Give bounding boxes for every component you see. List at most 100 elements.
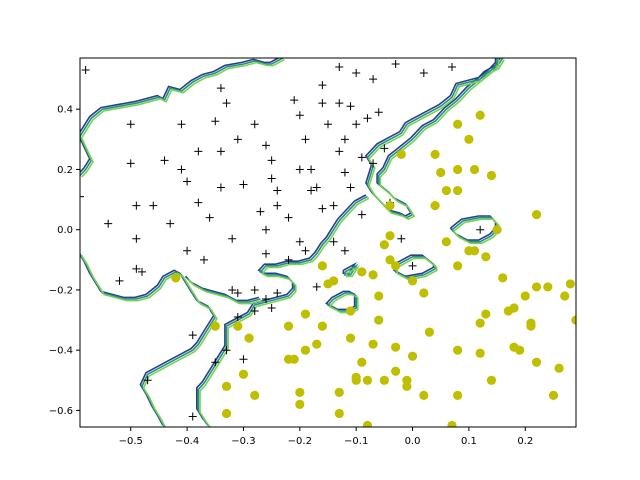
plus-point-66 [318, 99, 327, 108]
circle-point-76 [509, 303, 519, 313]
circle-point-56 [453, 345, 463, 355]
plus-point-74 [340, 168, 349, 177]
circle-point-90 [571, 315, 576, 325]
circle-point-36 [385, 255, 395, 265]
circle-point-78 [515, 345, 525, 355]
plus-point-25 [211, 117, 220, 126]
circle-point-72 [486, 170, 497, 181]
circle-point-14 [300, 345, 311, 355]
plus-point-51 [273, 288, 282, 297]
plus-point-53 [284, 255, 293, 264]
circle-point-55 [447, 420, 457, 427]
circle-point-41 [391, 366, 401, 376]
plus-point-20 [194, 198, 203, 207]
plus-point-76 [346, 183, 355, 192]
plus-point-64 [318, 204, 327, 213]
plus-point-72 [335, 147, 344, 156]
plus-point-2 [104, 219, 113, 228]
plus-point-11 [149, 201, 158, 210]
plus-point-71 [335, 63, 344, 72]
plus-point-88 [391, 60, 400, 69]
circle-point-2 [221, 381, 232, 391]
circle-point-64 [469, 246, 480, 256]
contour-line-6-light [345, 265, 361, 278]
circle-point-5 [238, 369, 249, 379]
circle-point-39 [391, 342, 401, 352]
plus-point-80 [357, 153, 366, 162]
circle-point-66 [475, 348, 485, 358]
plus-point-17 [183, 246, 192, 255]
plus-point-0 [80, 192, 84, 201]
plus-point-43 [262, 225, 270, 234]
circle-point-52 [436, 167, 446, 178]
circle-point-11 [295, 387, 305, 397]
plus-point-16 [183, 177, 192, 186]
circle-point-49 [424, 327, 435, 337]
plus-point-61 [307, 165, 316, 174]
circle-point-28 [362, 375, 373, 385]
circle-point-60 [453, 164, 463, 175]
plus-point-24 [211, 358, 220, 367]
circle-point-0 [171, 273, 181, 283]
plus-point-41 [256, 207, 265, 216]
circle-point-86 [548, 390, 559, 400]
circle-point-4 [233, 321, 243, 331]
circle-point-25 [351, 372, 361, 382]
plus-point-38 [250, 285, 259, 294]
circle-point-46 [407, 351, 418, 361]
plus-point-84 [369, 159, 378, 168]
circle-point-70 [481, 309, 491, 319]
y-tick-label: −0.6 [49, 406, 73, 417]
plus-point-90 [408, 261, 417, 270]
plus-point-92 [448, 63, 456, 72]
plus-point-35 [233, 135, 242, 144]
plus-point-77 [346, 102, 355, 111]
plus-point-1 [81, 66, 90, 75]
plus-point-82 [363, 114, 372, 123]
plus-point-28 [216, 84, 225, 93]
circle-point-63 [464, 134, 474, 144]
plus-point-62 [312, 282, 321, 291]
contour-line-5-light [328, 293, 359, 314]
plus-point-47 [267, 304, 276, 313]
circle-point-7 [250, 390, 260, 400]
circle-point-29 [362, 420, 373, 427]
circle-point-87 [554, 363, 564, 373]
circle-point-69 [481, 252, 491, 262]
plus-point-33 [233, 288, 242, 297]
plus-point-9 [138, 267, 146, 276]
plus-point-75 [340, 135, 349, 144]
plus-point-13 [166, 219, 175, 228]
plus-point-40 [250, 307, 259, 316]
circle-point-57 [453, 390, 463, 400]
y-tick-label: −0.2 [49, 285, 73, 296]
circle-point-16 [317, 321, 327, 331]
plus-point-18 [188, 331, 197, 340]
plus-point-59 [301, 246, 310, 255]
plus-point-36 [239, 180, 248, 189]
plus-point-6 [132, 201, 141, 210]
circle-point-84 [531, 210, 542, 220]
x-tick-label: −0.2 [288, 436, 312, 447]
plus-point-73 [340, 246, 349, 255]
plus-point-23 [205, 213, 214, 222]
circle-point-51 [430, 149, 440, 159]
plus-point-91 [419, 69, 428, 78]
plus-point-56 [295, 165, 304, 174]
circle-point-6 [244, 333, 254, 343]
circle-point-37 [385, 231, 395, 241]
circle-point-68 [475, 110, 485, 120]
plus-point-8 [132, 234, 141, 243]
plus-point-12 [160, 156, 169, 165]
plus-point-78 [352, 69, 361, 78]
plus-point-58 [301, 135, 310, 144]
circle-point-79 [520, 291, 530, 301]
plus-point-32 [228, 285, 237, 294]
circle-point-44 [402, 375, 412, 385]
plus-point-65 [318, 81, 327, 90]
plus-point-54 [290, 96, 299, 105]
x-tick-label: −0.1 [344, 436, 368, 447]
circle-point-20 [334, 387, 344, 397]
plus-point-55 [295, 111, 304, 120]
